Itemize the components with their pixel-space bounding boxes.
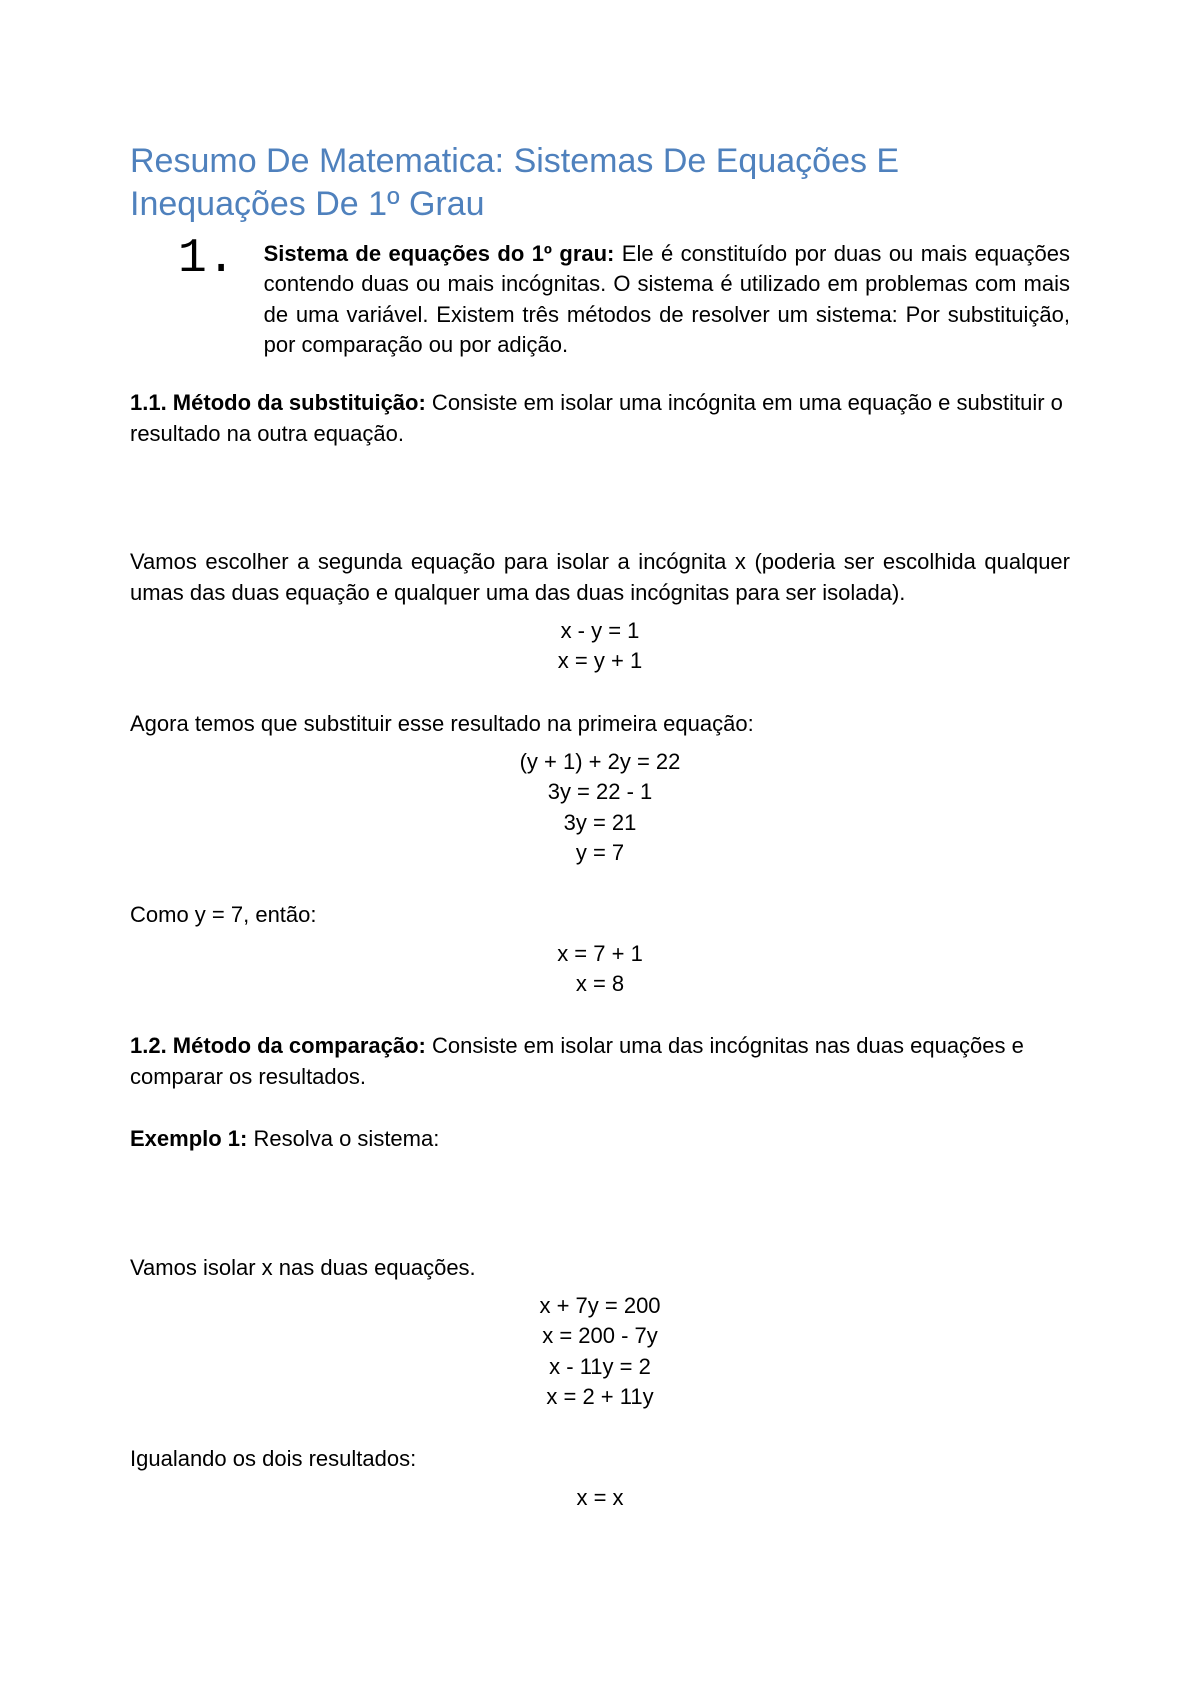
equation-line: x - 11y = 2: [130, 1352, 1070, 1382]
p-since-y7: Como y = 7, então:: [130, 900, 1070, 930]
equation-line: x = x: [130, 1483, 1070, 1513]
equation-line: x = 7 + 1: [130, 939, 1070, 969]
s12-bold: 1.2. Método da comparação:: [130, 1033, 426, 1058]
spacer: [130, 685, 1070, 709]
equation-line: 3y = 21: [130, 808, 1070, 838]
equation-block-equal: x = x: [130, 1483, 1070, 1513]
example-1: Exemplo 1: Resolva o sistema:: [130, 1124, 1070, 1154]
spacer: [130, 1100, 1070, 1124]
equation-line: y = 7: [130, 838, 1070, 868]
section-1-intro: 1. Sistema de equações do 1º grau: Ele é…: [178, 239, 1070, 360]
equation-line: x + 7y = 200: [130, 1291, 1070, 1321]
equation-block-solve-x: x = 7 + 1 x = 8: [130, 939, 1070, 1000]
p-isolate-x: Vamos isolar x nas duas equações.: [130, 1253, 1070, 1283]
p-choose-equation: Vamos escolher a segunda equação para is…: [130, 547, 1070, 608]
equation-block-comparison: x + 7y = 200 x = 200 - 7y x - 11y = 2 x …: [130, 1291, 1070, 1412]
p-equalizing: Igualando os dois resultados:: [130, 1444, 1070, 1474]
list-number-1: 1.: [178, 235, 236, 283]
intro-paragraph: Sistema de equações do 1º grau: Ele é co…: [264, 239, 1070, 360]
ex1-bold: Exemplo 1:: [130, 1126, 247, 1151]
s11-bold: 1.1. Método da substituição:: [130, 390, 426, 415]
section-1-2: 1.2. Método da comparação: Consiste em i…: [130, 1031, 1070, 1092]
section-1-1: 1.1. Método da substituição: Consiste em…: [130, 388, 1070, 449]
equation-line: x = 2 + 11y: [130, 1382, 1070, 1412]
equation-line: x = 200 - 7y: [130, 1321, 1070, 1351]
page-title: Resumo De Matematica: Sistemas De Equaçõ…: [130, 140, 1070, 225]
spacer: [130, 876, 1070, 900]
equation-block-isolate: x - y = 1 x = y + 1: [130, 616, 1070, 677]
spacer: [130, 1007, 1070, 1031]
equation-line: 3y = 22 - 1: [130, 777, 1070, 807]
equation-line: x = y + 1: [130, 646, 1070, 676]
equation-line: x - y = 1: [130, 616, 1070, 646]
equation-block-substitution: (y + 1) + 2y = 22 3y = 22 - 1 3y = 21 y …: [130, 747, 1070, 868]
spacer: [130, 1163, 1070, 1253]
equation-line: x = 8: [130, 969, 1070, 999]
p-substitute: Agora temos que substituir esse resultad…: [130, 709, 1070, 739]
spacer: [130, 457, 1070, 547]
spacer: [130, 1420, 1070, 1444]
intro-bold: Sistema de equações do 1º grau:: [264, 241, 615, 266]
equation-line: (y + 1) + 2y = 22: [130, 747, 1070, 777]
ex1-text: Resolva o sistema:: [247, 1126, 439, 1151]
